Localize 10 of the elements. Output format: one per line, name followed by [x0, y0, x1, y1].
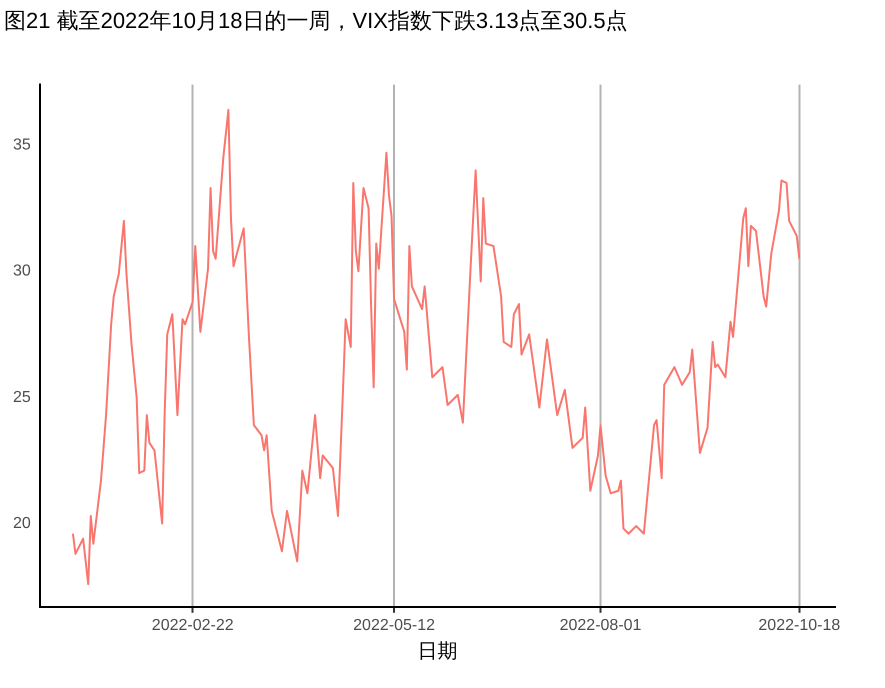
x-tick-label: 2022-10-18	[758, 616, 840, 634]
x-tick-label: 2022-05-12	[353, 616, 436, 634]
x-tick-label: 2022-08-01	[560, 616, 642, 634]
y-tick-label: 35	[13, 136, 31, 154]
y-tick-label: 20	[13, 514, 31, 532]
chart-title: 图21 截至2022年10月18日的一周，VIX指数下跌3.13点至30.5点	[3, 7, 629, 35]
x-axis-title: 日期	[417, 640, 458, 663]
y-tick-label: 30	[13, 262, 31, 280]
x-tick-label: 2022-02-22	[152, 616, 234, 634]
y-tick-label: 25	[13, 388, 31, 406]
